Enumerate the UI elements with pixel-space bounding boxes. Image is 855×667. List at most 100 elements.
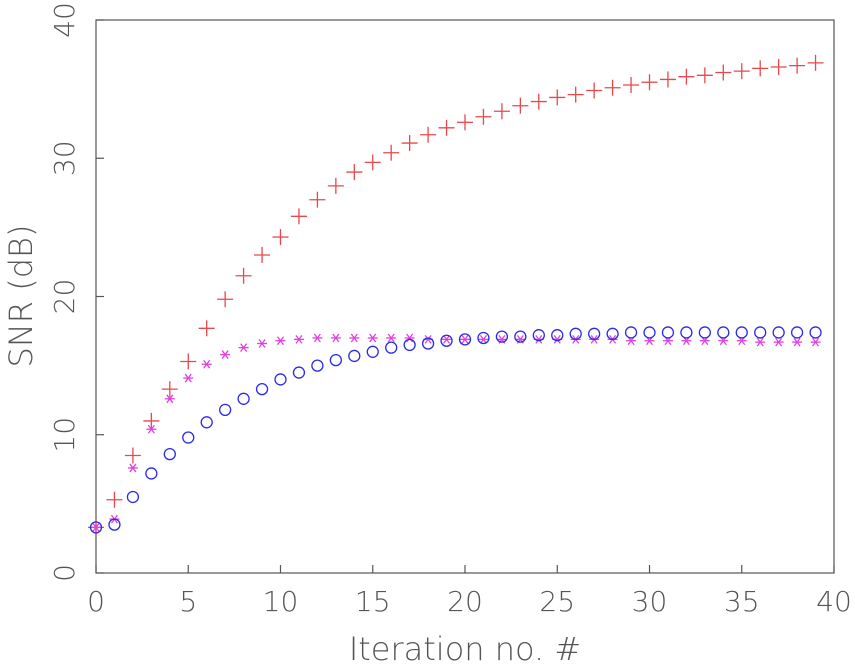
series-3-point — [754, 326, 767, 339]
series-1-point — [217, 291, 234, 308]
series-2-point — [460, 334, 470, 344]
x-tick-label: 5 — [179, 585, 197, 618]
series-2-point — [257, 339, 268, 348]
series-3-point — [145, 467, 158, 480]
series-2-point — [773, 337, 784, 347]
x-tick-label: 0 — [87, 585, 105, 618]
plot-frame — [95, 19, 835, 574]
series-1-point — [180, 353, 197, 370]
series-1-point — [770, 59, 787, 76]
series-1-point — [659, 71, 676, 88]
series-3-point — [385, 341, 398, 354]
series-3-point — [458, 333, 472, 346]
series-1-point — [512, 97, 529, 114]
x-tick-label: 10 — [263, 585, 299, 618]
series-3-point — [809, 326, 822, 339]
series-3-point — [255, 382, 269, 396]
series-2-point — [275, 336, 286, 346]
series-3-point — [237, 392, 250, 405]
series-3-point — [532, 329, 545, 342]
series-1-point — [198, 320, 215, 337]
series-1-point — [475, 108, 492, 125]
series-1-point — [106, 491, 123, 508]
series-3-point — [772, 326, 785, 339]
series-3-point — [311, 359, 324, 372]
series-1-point — [124, 447, 141, 464]
series-3-point — [200, 416, 213, 429]
series-1-point — [715, 64, 732, 81]
series-3-point — [421, 337, 435, 350]
series-3-point — [329, 353, 343, 367]
series-2-point — [755, 337, 766, 347]
x-axis-ticks: 0 5 10 15 20 25 30 35 40 — [87, 565, 852, 618]
series-1-point — [641, 74, 658, 91]
series-1-point — [623, 76, 640, 93]
series-2-point — [91, 522, 101, 532]
series-1-point — [438, 119, 455, 136]
series-3-point — [477, 331, 490, 345]
series-1-point — [309, 191, 326, 208]
series-3-point — [292, 366, 306, 379]
series-1-point — [733, 63, 750, 80]
x-tick-label: 30 — [632, 585, 668, 618]
series-3-point — [643, 326, 656, 339]
series-2-point — [238, 343, 249, 353]
series-1-point — [401, 135, 418, 152]
series-2-point — [404, 333, 415, 343]
series-3-point — [698, 326, 711, 339]
y-tick-label: 0 — [48, 564, 81, 582]
series-1-point — [420, 126, 437, 143]
series-2-point — [386, 333, 397, 343]
series-1-point — [327, 177, 344, 194]
series-1-point — [457, 114, 473, 131]
x-tick-label: 40 — [816, 585, 852, 618]
series-3-point — [551, 329, 564, 342]
y-tick-label: 10 — [48, 417, 81, 453]
series-1-point — [364, 154, 381, 171]
series-2-point — [478, 334, 489, 344]
series-1-point — [807, 54, 824, 71]
series-3-point — [126, 490, 140, 504]
series-1-point — [235, 267, 252, 284]
series-1-point — [161, 381, 178, 398]
series-3-point — [495, 330, 509, 343]
series-1-point — [678, 68, 695, 85]
series-3-point — [624, 326, 638, 339]
series-3-point — [440, 334, 453, 347]
y-axis-label: SNR (dB) — [2, 225, 40, 368]
series-3-point — [366, 345, 379, 358]
series-1-point — [383, 144, 400, 161]
series-3-point — [661, 326, 675, 339]
series-2-point — [441, 334, 452, 344]
series-3-point — [569, 327, 582, 340]
series-3-point — [514, 330, 527, 343]
series-1-point — [346, 164, 363, 181]
series-1-point — [604, 79, 621, 96]
series-2-point — [792, 337, 803, 347]
x-axis-label: Iteration no. # — [349, 630, 581, 667]
series-2-point — [349, 333, 360, 343]
x-tick-label: 20 — [447, 585, 483, 618]
series-2-point — [201, 359, 212, 369]
series-3-point — [274, 373, 287, 386]
series-1-point — [696, 67, 713, 84]
series-3-point — [588, 327, 601, 340]
series-1-point — [586, 82, 603, 99]
series-3-point — [717, 326, 730, 339]
series-2-point — [127, 463, 138, 473]
series-3-point — [680, 326, 693, 339]
series-1-point — [567, 86, 584, 103]
x-tick-label: 35 — [724, 585, 760, 618]
series-3-point — [182, 431, 195, 444]
x-tick-label: 25 — [539, 585, 575, 618]
series-1-point — [272, 229, 289, 246]
series-1-point — [752, 60, 769, 77]
series-3-point — [348, 349, 361, 363]
series-2-point — [183, 373, 194, 383]
series-2-point — [810, 337, 821, 347]
series-2-point — [330, 333, 341, 343]
series-1-point — [789, 57, 806, 74]
series-3-point — [735, 326, 748, 339]
series-3-point — [606, 327, 619, 340]
